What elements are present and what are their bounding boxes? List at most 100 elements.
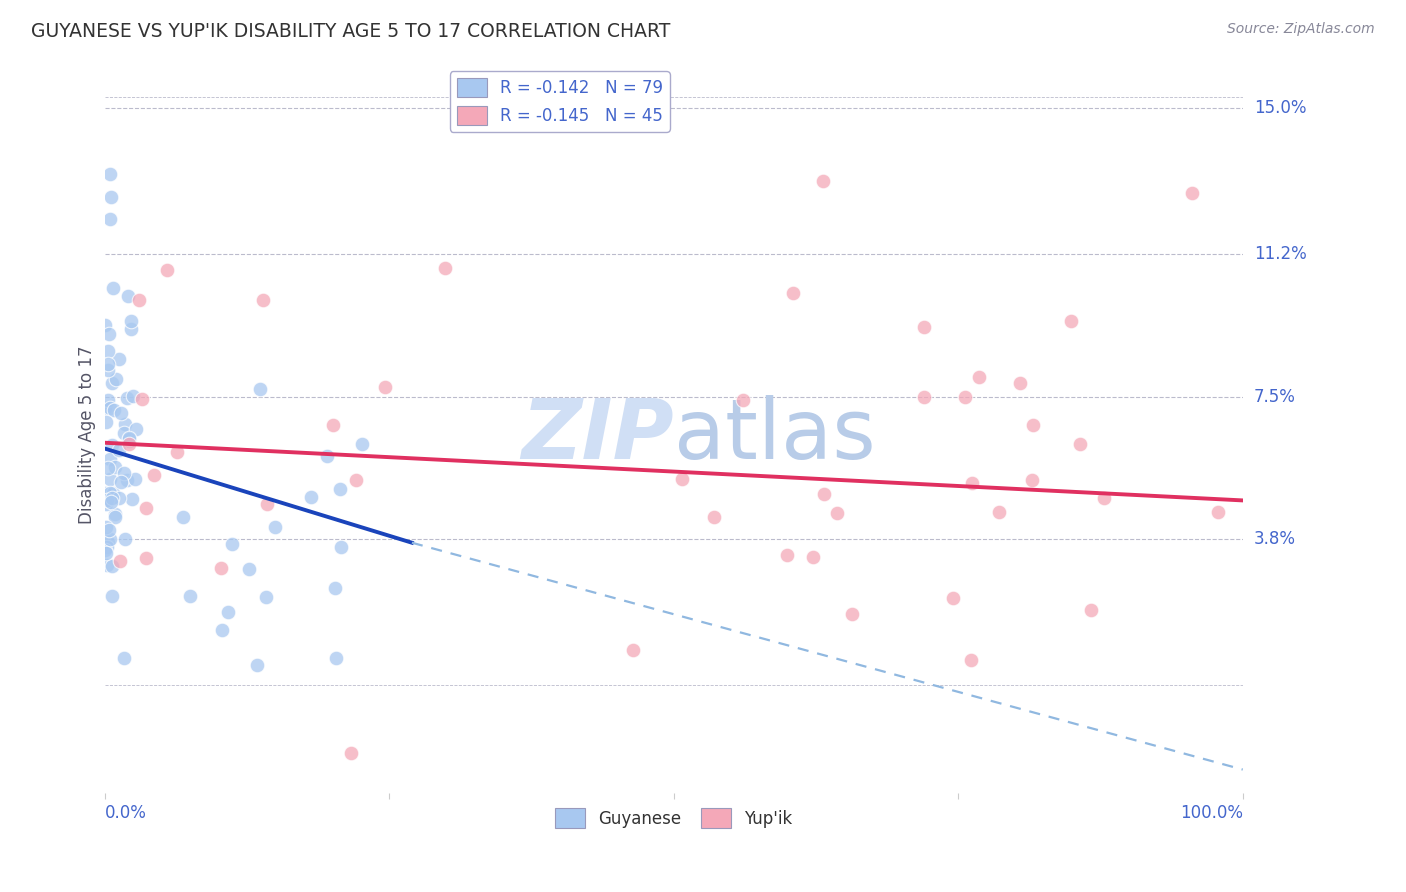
- Point: [325, 651, 347, 665]
- Y-axis label: Disability Age 5 to 17: Disability Age 5 to 17: [79, 346, 96, 524]
- Point: [731, 392, 754, 407]
- Point: [112, 466, 135, 480]
- Point: [811, 174, 834, 188]
- Point: [104, 507, 127, 521]
- Legend: Guyanese, Yup'ik: Guyanese, Yup'ik: [548, 802, 800, 834]
- Point: [125, 422, 148, 436]
- Point: [1206, 505, 1229, 519]
- Point: [114, 532, 136, 546]
- Point: [118, 431, 141, 445]
- Text: 0.0%: 0.0%: [104, 805, 146, 822]
- Point: [960, 653, 983, 667]
- Point: [254, 590, 277, 604]
- Point: [209, 561, 232, 575]
- Point: [112, 425, 135, 440]
- Point: [94, 318, 117, 333]
- Point: [252, 293, 274, 308]
- Point: [96, 541, 118, 555]
- Point: [955, 390, 977, 404]
- Point: [841, 607, 863, 621]
- Point: [135, 550, 157, 565]
- Point: [330, 541, 353, 555]
- Point: [172, 510, 194, 524]
- Point: [128, 293, 150, 307]
- Point: [221, 537, 243, 551]
- Point: [1080, 603, 1102, 617]
- Point: [827, 506, 849, 520]
- Point: [1069, 436, 1091, 450]
- Point: [912, 320, 935, 334]
- Point: [104, 459, 127, 474]
- Point: [110, 475, 132, 489]
- Point: [117, 434, 139, 448]
- Point: [135, 500, 157, 515]
- Point: [94, 542, 117, 557]
- Point: [100, 376, 122, 390]
- Text: atlas: atlas: [673, 394, 876, 475]
- Point: [121, 389, 143, 403]
- Point: [97, 534, 120, 549]
- Point: [115, 473, 138, 487]
- Point: [98, 401, 121, 416]
- Point: [246, 657, 269, 672]
- Point: [352, 437, 374, 451]
- Text: 100.0%: 100.0%: [1180, 805, 1243, 822]
- Point: [103, 403, 125, 417]
- Point: [97, 343, 120, 358]
- Point: [94, 415, 117, 429]
- Point: [962, 476, 984, 491]
- Point: [988, 505, 1011, 519]
- Point: [114, 417, 136, 432]
- Point: [211, 623, 233, 637]
- Point: [813, 487, 835, 501]
- Point: [120, 322, 142, 336]
- Text: 15.0%: 15.0%: [1254, 99, 1306, 117]
- Point: [96, 519, 118, 533]
- Point: [97, 461, 120, 475]
- Point: [101, 486, 124, 500]
- Text: Source: ZipAtlas.com: Source: ZipAtlas.com: [1227, 22, 1375, 37]
- Point: [1021, 473, 1043, 487]
- Point: [100, 494, 122, 508]
- Point: [912, 390, 935, 404]
- Text: ZIP: ZIP: [522, 394, 673, 475]
- Point: [621, 643, 644, 657]
- Point: [118, 433, 141, 447]
- Point: [114, 651, 136, 665]
- Point: [96, 558, 118, 573]
- Point: [98, 326, 121, 341]
- Point: [671, 472, 693, 486]
- Point: [108, 553, 131, 567]
- Point: [94, 546, 117, 560]
- Text: 3.8%: 3.8%: [1254, 530, 1296, 548]
- Text: 7.5%: 7.5%: [1254, 388, 1296, 406]
- Point: [118, 437, 141, 451]
- Point: [322, 417, 344, 432]
- Point: [703, 510, 725, 524]
- Point: [316, 449, 339, 463]
- Point: [110, 406, 132, 420]
- Point: [98, 486, 121, 500]
- Point: [108, 443, 131, 458]
- Point: [98, 452, 121, 467]
- Point: [217, 605, 239, 619]
- Text: 11.2%: 11.2%: [1254, 245, 1306, 263]
- Point: [339, 746, 361, 760]
- Point: [115, 392, 138, 406]
- Point: [97, 357, 120, 371]
- Point: [156, 262, 179, 277]
- Point: [104, 510, 127, 524]
- Point: [803, 550, 825, 565]
- Point: [143, 468, 166, 483]
- Point: [782, 285, 804, 300]
- Point: [1021, 417, 1043, 432]
- Point: [256, 497, 278, 511]
- Point: [98, 167, 121, 181]
- Point: [1092, 491, 1115, 505]
- Point: [96, 497, 118, 511]
- Point: [374, 380, 396, 394]
- Point: [98, 532, 121, 546]
- Point: [433, 261, 456, 276]
- Point: [166, 444, 188, 458]
- Point: [1180, 186, 1202, 200]
